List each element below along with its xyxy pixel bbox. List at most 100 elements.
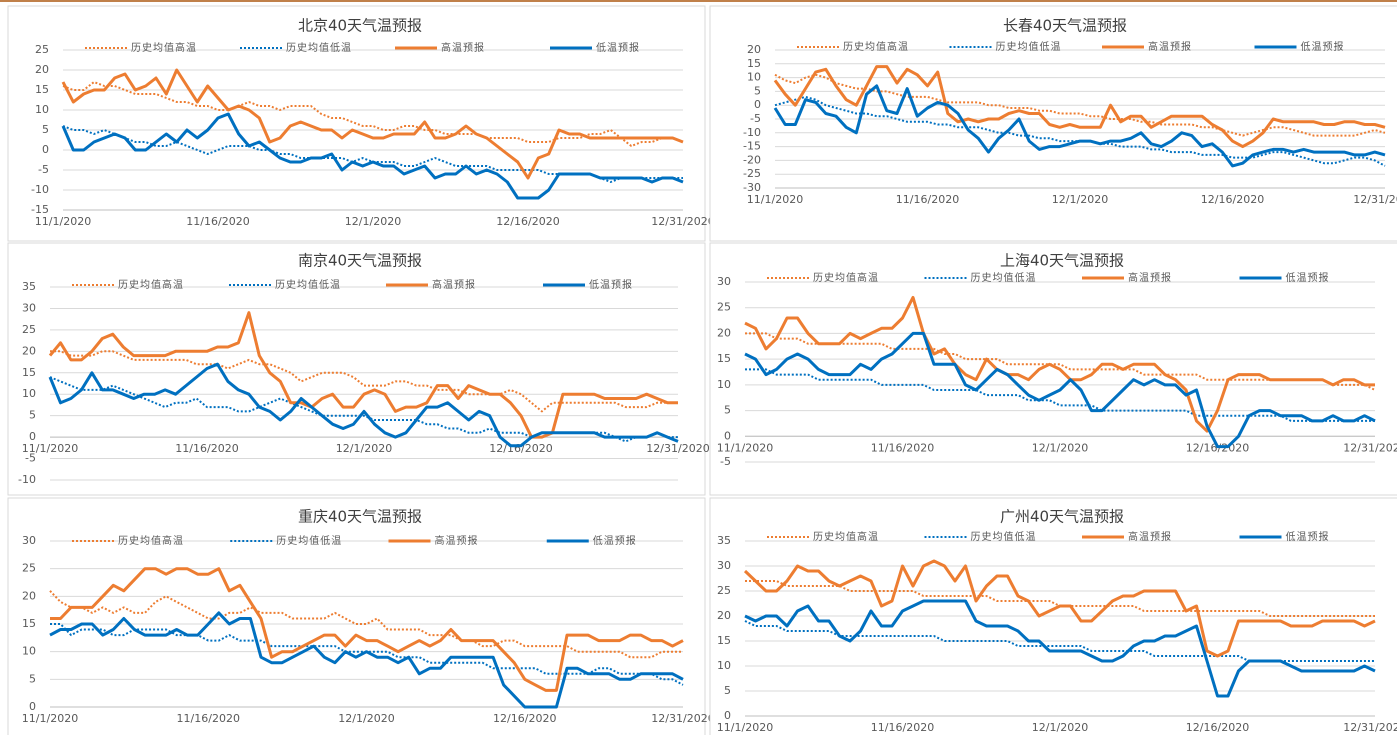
y-tick-label: 15: [22, 617, 36, 630]
series-line: [773, 65, 1386, 149]
y-tick-label: -20: [743, 153, 761, 166]
y-tick-label: 20: [747, 43, 761, 56]
series-line: [744, 620, 1375, 662]
y-tick-label: 10: [717, 378, 731, 391]
x-tick-label: 11/1/2020: [717, 721, 773, 734]
y-tick-label: 5: [724, 404, 731, 417]
y-tick-label: 20: [717, 326, 731, 339]
legend-label: 历史均值高温: [131, 41, 197, 54]
x-tick-label: 11/16/2020: [186, 215, 249, 228]
y-tick-label: 30: [717, 559, 731, 572]
y-tick-label: 5: [29, 409, 36, 422]
series-line: [61, 112, 684, 200]
x-tick-label: 12/31/2020: [651, 712, 714, 725]
x-tick-label: 11/16/2020: [871, 721, 934, 734]
panel: [7, 5, 706, 242]
series-line: [50, 350, 678, 413]
legend-label: 低温预报: [596, 41, 640, 54]
legend-label: 历史均值高温: [118, 534, 184, 547]
chart-title: 上海40天气温预报: [1000, 252, 1124, 270]
y-tick-label: 0: [724, 709, 731, 722]
x-tick-label: 11/16/2020: [871, 441, 934, 454]
y-tick-label: 10: [22, 645, 36, 658]
x-tick-label: 12/16/2020: [489, 442, 552, 455]
chart-title: 长春40天气温预报: [1003, 17, 1127, 35]
chart-title: 重庆40天气温预报: [298, 508, 422, 526]
x-tick-label: 12/31/2020: [1353, 193, 1397, 206]
x-tick-label: 11/16/2020: [177, 712, 240, 725]
y-tick-label: 15: [717, 352, 731, 365]
y-tick-label: -25: [743, 167, 761, 180]
y-tick-label: -10: [743, 126, 761, 139]
legend-label: 历史均值低温: [286, 41, 352, 54]
y-tick-label: 20: [22, 589, 36, 602]
legend-label: 高温预报: [441, 41, 485, 54]
y-tick-label: 5: [724, 684, 731, 697]
y-tick-label: 35: [717, 534, 731, 547]
x-tick-label: 11/1/2020: [717, 441, 773, 454]
legend-label: 低温预报: [589, 278, 633, 291]
legend-label: 低温预报: [593, 534, 637, 547]
series-line: [48, 362, 679, 448]
x-tick-label: 12/1/2020: [1032, 441, 1088, 454]
y-tick-label: 25: [22, 562, 36, 575]
legend-label: 高温预报: [1128, 530, 1172, 543]
y-tick-label: 30: [717, 275, 731, 288]
y-tick-label: 0: [42, 143, 49, 156]
y-tick-label: 35: [22, 280, 36, 293]
y-tick-label: 25: [22, 323, 36, 336]
x-tick-label: 12/31/2020: [1343, 441, 1397, 454]
x-tick-label: 12/1/2020: [336, 442, 392, 455]
legend-label: 历史均值低温: [971, 530, 1037, 543]
chart-title: 南京40天气温预报: [298, 252, 422, 270]
y-tick-label: 25: [35, 43, 49, 56]
y-tick-label: 20: [22, 344, 36, 357]
x-tick-label: 11/16/2020: [175, 442, 238, 455]
series-line: [62, 81, 684, 147]
y-tick-label: 10: [717, 659, 731, 672]
y-tick-label: 20: [717, 609, 731, 622]
y-tick-label: 10: [35, 103, 49, 116]
y-tick-label: -10: [31, 183, 49, 196]
y-tick-label: 10: [22, 387, 36, 400]
legend-label: 历史均值低温: [275, 278, 341, 291]
x-tick-label: 12/1/2020: [1052, 193, 1108, 206]
x-tick-label: 11/1/2020: [22, 712, 78, 725]
y-tick-label: -30: [743, 181, 761, 194]
x-tick-label: 11/16/2020: [896, 193, 959, 206]
legend-label: 历史均值低温: [996, 40, 1062, 53]
y-tick-label: 10: [747, 71, 761, 84]
x-tick-label: 11/1/2020: [22, 442, 78, 455]
y-tick-label: 0: [754, 98, 761, 111]
x-tick-label: 11/1/2020: [35, 215, 91, 228]
legend-label: 历史均值低温: [276, 534, 342, 547]
legend-label: 低温预报: [1301, 40, 1345, 53]
y-tick-label: 5: [29, 672, 36, 685]
series-line: [61, 68, 684, 180]
x-tick-label: 12/1/2020: [345, 215, 401, 228]
y-tick-label: 30: [22, 534, 36, 547]
y-tick-label: -5: [750, 112, 761, 125]
series-line: [744, 599, 1376, 698]
legend-label: 低温预报: [1286, 271, 1330, 284]
y-tick-label: -5: [25, 452, 36, 465]
legend-label: 低温预报: [1286, 530, 1330, 543]
panel: [7, 242, 706, 496]
x-tick-label: 12/31/2020: [651, 215, 714, 228]
y-tick-label: -15: [743, 140, 761, 153]
legend-label: 历史均值低温: [971, 271, 1037, 284]
series-line: [48, 311, 678, 439]
x-tick-label: 12/16/2020: [493, 712, 556, 725]
chart-title: 北京40天气温预报: [298, 17, 422, 35]
y-tick-label: -10: [18, 473, 36, 486]
y-tick-label: 15: [717, 634, 731, 647]
legend-label: 高温预报: [435, 534, 479, 547]
y-tick-label: 25: [717, 301, 731, 314]
x-tick-label: 12/31/2020: [646, 442, 709, 455]
chart-title: 广州40天气温预报: [1000, 508, 1124, 526]
x-tick-label: 12/31/2020: [1343, 721, 1397, 734]
legend-label: 历史均值高温: [843, 40, 909, 53]
series-line: [744, 295, 1375, 433]
panel: [709, 5, 1397, 242]
